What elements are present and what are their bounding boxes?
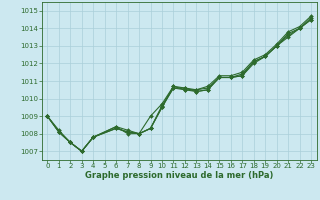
X-axis label: Graphe pression niveau de la mer (hPa): Graphe pression niveau de la mer (hPa) [85,171,273,180]
